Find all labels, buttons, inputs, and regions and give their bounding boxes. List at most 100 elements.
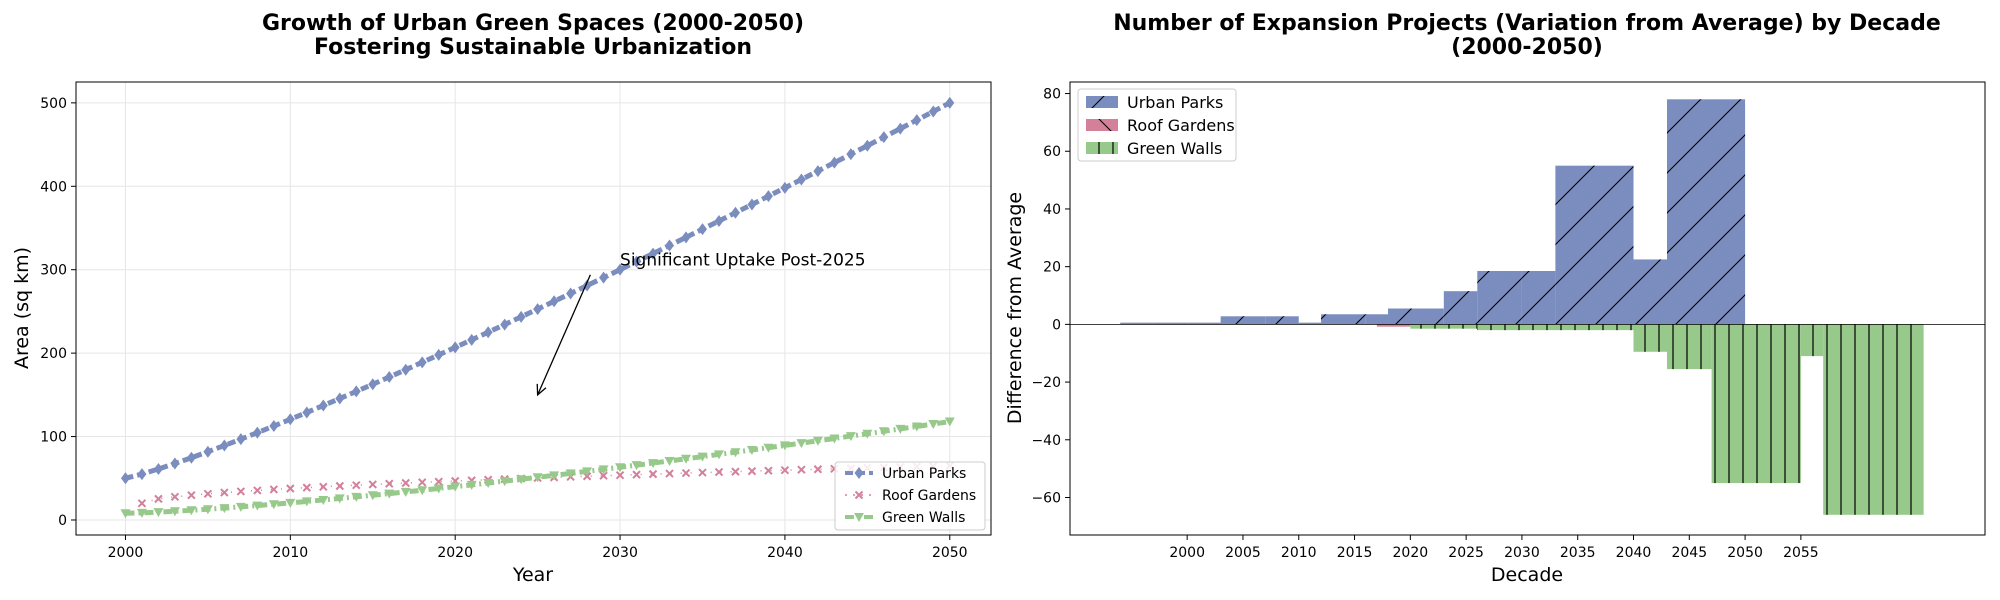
bar-hatch-urban-parks-12 (1521, 270, 1556, 325)
legend2-label-roof-gardens: Roof Gardens (1127, 116, 1235, 135)
point-urban-parks-2042 (813, 165, 823, 178)
point-roof-gardens-2041 (797, 465, 806, 474)
point-green-walls-2041 (796, 439, 807, 449)
point-roof-gardens-2019 (434, 477, 443, 486)
bar-hatch-green-walls-4 (1711, 324, 1801, 484)
x2-tick-label-2020: 2020 (1393, 545, 1429, 561)
bar-hatch-urban-parks-15 (1666, 99, 1746, 325)
bar-hatch-urban-parks-7 (1365, 314, 1389, 325)
point-green-walls-2016 (384, 489, 395, 499)
x2-tick-label-2015: 2015 (1337, 545, 1373, 561)
point-urban-parks-2047 (895, 122, 905, 135)
point-roof-gardens-2007 (236, 487, 246, 496)
point-urban-parks-2011 (302, 406, 312, 419)
bar-urban-parks-0 (1120, 322, 1154, 325)
x2-tick-label-2010: 2010 (1281, 545, 1317, 561)
bar-hatch-urban-parks-3 (1220, 316, 1266, 325)
point-roof-gardens-2015 (368, 480, 377, 489)
point-roof-gardens-2006 (220, 488, 229, 497)
legend1-label-urban-parks: Urban Parks (882, 466, 966, 482)
point-urban-parks-2045 (862, 139, 872, 152)
point-urban-parks-2034 (681, 231, 691, 244)
bar-hatch-urban-parks-6 (1321, 314, 1366, 325)
y2-tick-label-60: 60 (1043, 144, 1061, 160)
x2-tick-label-2035: 2035 (1560, 545, 1596, 561)
point-green-walls-2044 (845, 432, 856, 442)
point-roof-gardens-2035 (698, 468, 707, 477)
point-urban-parks-2038 (747, 198, 757, 211)
chart1-legend-box (834, 461, 986, 531)
point-green-walls-2047 (895, 424, 906, 434)
line-green-walls (125, 419, 951, 516)
chart1-series (120, 96, 955, 519)
point-roof-gardens-2005 (203, 489, 213, 499)
point-roof-gardens-2031 (632, 470, 641, 479)
annotation-text: Significant Uptake Post-2025 (620, 251, 866, 271)
point-urban-parks-2041 (796, 173, 806, 186)
series-roof-gardens (137, 461, 954, 508)
chart1-annotation: Significant Uptake Post-2025 (536, 251, 866, 397)
point-green-walls-2021 (466, 480, 477, 490)
point-urban-parks-2009 (269, 420, 279, 433)
x2-tick-label-2005: 2005 (1225, 545, 1261, 561)
point-urban-parks-2039 (763, 190, 773, 203)
y2-tick-label-20: 20 (1043, 260, 1061, 276)
legend2-label-green-walls: Green Walls (1127, 139, 1222, 158)
annotation-arrow (537, 274, 591, 396)
point-urban-parks-2022 (483, 326, 493, 339)
point-green-walls-2000 (120, 509, 131, 519)
point-urban-parks-2037 (730, 206, 740, 219)
point-green-walls-2006 (219, 504, 230, 514)
point-urban-parks-2026 (549, 295, 559, 308)
point-urban-parks-2015 (368, 378, 378, 391)
point-green-walls-2015 (367, 491, 378, 501)
point-green-walls-2001 (136, 508, 147, 518)
chart1-legend: Urban Parks Roof Gardens Green Walls (834, 461, 986, 531)
point-green-walls-2049 (928, 420, 939, 430)
y-tick-label-500: 500 (40, 96, 67, 112)
legend1-marker-urban-parks (854, 467, 864, 479)
point-green-walls-2009 (268, 500, 279, 510)
point-green-walls-2050 (944, 417, 955, 427)
point-green-walls-2026 (549, 471, 560, 481)
point-urban-parks-2049 (928, 105, 938, 118)
point-green-walls-2032 (648, 459, 659, 469)
bar-hatch-urban-parks-13 (1555, 165, 1634, 325)
point-green-walls-2030 (615, 463, 626, 473)
point-roof-gardens-2036 (714, 467, 724, 477)
bars-green-walls (1410, 324, 1924, 515)
bar-urban-parks-5 (1298, 322, 1322, 325)
point-green-walls-2012 (318, 495, 329, 505)
point-urban-parks-2050 (945, 96, 955, 109)
chart2-title-line1: Number of Expansion Projects (Variation … (1113, 11, 1941, 36)
legend2-swatch-hatch-urban-parks (1086, 96, 1118, 108)
point-urban-parks-2012 (318, 399, 328, 412)
bar-hatch-green-walls-1 (1477, 324, 1634, 331)
point-roof-gardens-2029 (599, 471, 608, 480)
bar-hatch-urban-parks-9 (1421, 308, 1444, 325)
series-urban-parks (120, 96, 955, 485)
point-green-walls-2018 (417, 486, 428, 496)
point-urban-parks-2018 (417, 356, 427, 369)
point-urban-parks-2027 (566, 287, 576, 300)
point-urban-parks-2033 (665, 239, 675, 252)
point-roof-gardens-2002 (154, 494, 163, 504)
point-roof-gardens-2014 (352, 480, 361, 490)
point-urban-parks-2003 (170, 457, 180, 470)
x-tick-label-2030: 2030 (602, 545, 638, 561)
x-tick-label-2010: 2010 (273, 545, 309, 561)
point-urban-parks-2031 (632, 255, 642, 268)
point-urban-parks-2040 (780, 181, 790, 194)
point-roof-gardens-2040 (780, 465, 790, 475)
chart1-y-axis-label: Area (sq km) (11, 247, 33, 369)
point-green-walls-2002 (153, 508, 164, 518)
point-urban-parks-2017 (401, 363, 411, 376)
point-green-walls-2038 (746, 445, 757, 455)
line-roof-gardens (141, 465, 950, 505)
point-green-walls-2039 (763, 443, 774, 453)
point-roof-gardens-2016 (385, 479, 394, 488)
point-green-walls-2023 (499, 477, 510, 487)
point-urban-parks-2013 (335, 392, 345, 405)
x-tick-label-2020: 2020 (437, 545, 473, 561)
